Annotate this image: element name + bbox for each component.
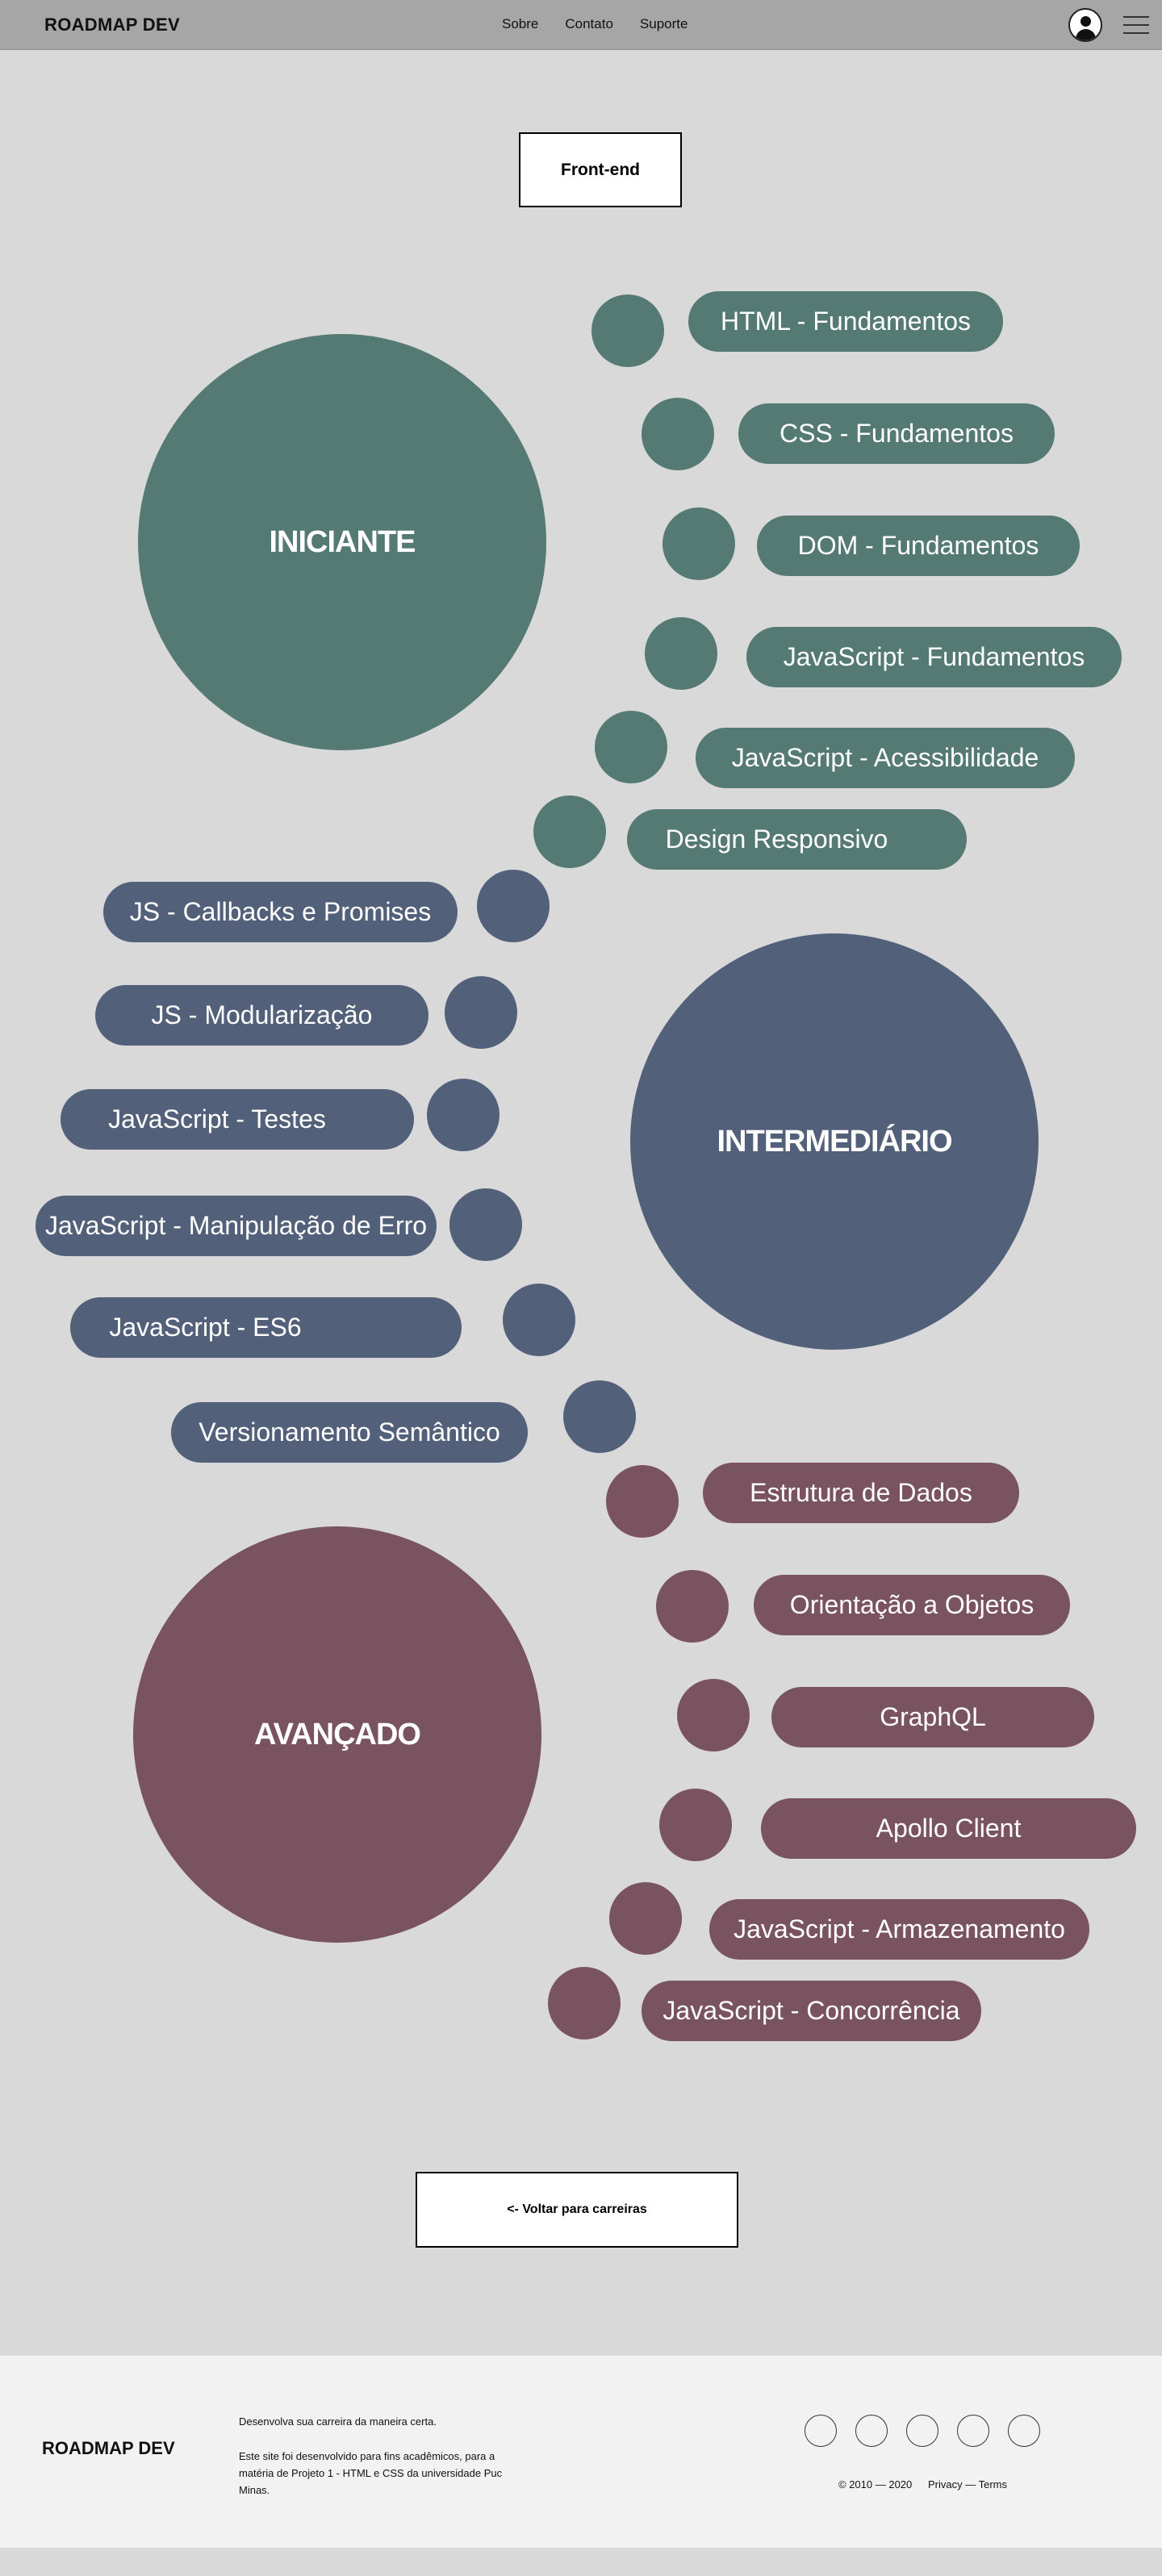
nav-link-suporte[interactable]: Suporte: [639, 16, 688, 31]
social-icon-1[interactable]: [805, 2415, 837, 2447]
page-bottom-band: [0, 2548, 1162, 2576]
topic-dot[interactable]: [533, 795, 606, 868]
topic-dot[interactable]: [645, 617, 717, 690]
logo[interactable]: ROADMAP DEV: [44, 15, 180, 35]
social-icon-5[interactable]: [1008, 2415, 1040, 2447]
topic-dot[interactable]: [606, 1465, 679, 1538]
topic-pill[interactable]: JavaScript - Armazenamento: [709, 1899, 1089, 1960]
topic-dot[interactable]: [659, 1789, 732, 1861]
topic-dot[interactable]: [591, 294, 664, 367]
privacy-terms-link[interactable]: Privacy — Terms: [928, 2478, 1007, 2490]
footer-logo[interactable]: ROADMAP DEV: [42, 2438, 175, 2458]
track-button-front-end[interactable]: Front-end: [519, 132, 682, 207]
footer-links: Privacy — Terms: [928, 2478, 1007, 2490]
topic-dot[interactable]: [663, 507, 735, 580]
nav-link-contato[interactable]: Contato: [565, 16, 613, 31]
topic-pill[interactable]: JavaScript - Fundamentos: [746, 627, 1122, 687]
social-icon-4[interactable]: [957, 2415, 989, 2447]
topic-pill[interactable]: Design Responsivo: [627, 809, 967, 870]
topic-pill[interactable]: Versionamento Semântico: [171, 1402, 528, 1463]
topic-pill[interactable]: HTML - Fundamentos: [688, 291, 1003, 352]
main-nav: Sobre Contato Suporte: [502, 16, 688, 32]
back-to-careers-button[interactable]: <- Voltar para carreiras: [416, 2172, 738, 2248]
hamburger-menu-icon[interactable]: [1123, 16, 1149, 34]
topic-dot[interactable]: [656, 1570, 729, 1643]
topic-dot[interactable]: [548, 1967, 621, 2040]
topic-pill[interactable]: JavaScript - ES6: [70, 1297, 462, 1358]
topic-pill[interactable]: JS - Modularização: [95, 985, 428, 1046]
topic-pill[interactable]: JavaScript - Testes: [61, 1089, 414, 1150]
level-circle-iniciante: INICIANTE: [138, 334, 546, 750]
social-icon-2[interactable]: [855, 2415, 888, 2447]
topic-pill[interactable]: Apollo Client: [761, 1798, 1136, 1859]
topic-dot[interactable]: [449, 1188, 522, 1261]
topic-pill[interactable]: JavaScript - Acessibilidade: [696, 728, 1075, 788]
topic-dot[interactable]: [503, 1284, 575, 1356]
topic-pill[interactable]: JavaScript - Concorrência: [642, 1981, 981, 2041]
topic-pill[interactable]: Orientação a Objetos: [754, 1575, 1070, 1635]
topic-dot[interactable]: [609, 1882, 682, 1955]
topic-pill[interactable]: JS - Callbacks e Promises: [103, 882, 458, 942]
header: ROADMAP DEV Sobre Contato Suporte: [0, 0, 1162, 50]
topic-pill[interactable]: GraphQL: [771, 1687, 1094, 1747]
topic-pill[interactable]: CSS - Fundamentos: [738, 403, 1055, 464]
topic-pill[interactable]: JavaScript - Manipulação de Erro: [36, 1196, 437, 1256]
topic-dot[interactable]: [595, 711, 667, 783]
social-links: [805, 2415, 1040, 2447]
footer: ROADMAP DEV Desenvolva sua carreira da m…: [0, 2356, 1162, 2548]
footer-tagline: Desenvolva sua carreira da maneira certa…: [239, 2415, 437, 2428]
level-circle-avancado: AVANÇADO: [133, 1526, 541, 1943]
topic-dot[interactable]: [427, 1079, 499, 1151]
user-avatar-icon[interactable]: [1068, 8, 1102, 42]
nav-link-sobre[interactable]: Sobre: [502, 16, 539, 31]
footer-description: Este site foi desenvolvido para fins aca…: [239, 2450, 503, 2496]
topic-dot[interactable]: [677, 1679, 750, 1751]
topic-dot[interactable]: [477, 870, 550, 942]
level-circle-intermediario: INTERMEDIÁRIO: [630, 933, 1039, 1350]
topic-dot[interactable]: [445, 976, 517, 1049]
topic-pill[interactable]: Estrutura de Dados: [703, 1463, 1019, 1523]
topic-dot[interactable]: [642, 398, 714, 470]
social-icon-3[interactable]: [906, 2415, 938, 2447]
topic-dot[interactable]: [563, 1380, 636, 1453]
topic-pill[interactable]: DOM - Fundamentos: [757, 516, 1080, 576]
footer-copyright: © 2010 — 2020: [838, 2478, 913, 2490]
